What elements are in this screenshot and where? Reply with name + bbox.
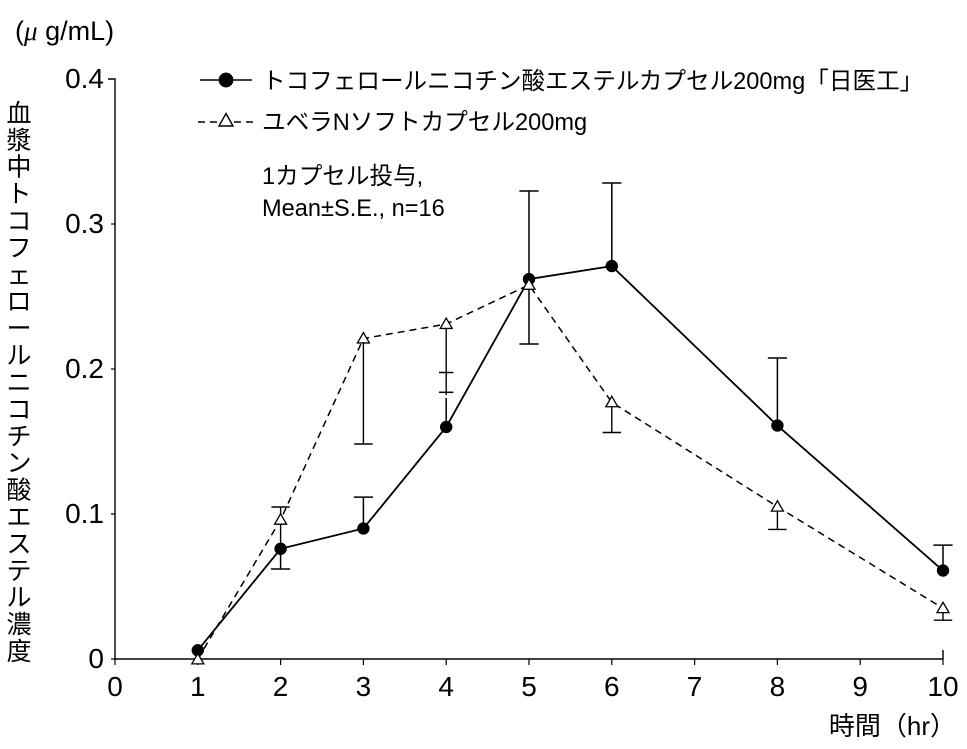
svg-text:ト: ト (6, 181, 31, 209)
svg-text:(μ g/mL): (μ g/mL) (15, 16, 114, 46)
svg-text:Mean±S.E., n=16: Mean±S.E., n=16 (262, 196, 445, 222)
svg-text:血: 血 (6, 100, 31, 128)
svg-text:ニ: ニ (6, 369, 31, 397)
svg-text:ー: ー (6, 315, 31, 343)
svg-text:0.2: 0.2 (65, 353, 104, 384)
svg-text:4: 4 (438, 671, 454, 702)
svg-text:0.1: 0.1 (65, 498, 104, 529)
svg-text:ロ: ロ (6, 288, 31, 316)
svg-text:酸: 酸 (6, 477, 31, 505)
svg-text:8: 8 (770, 671, 786, 702)
svg-text:フ: フ (6, 234, 31, 262)
svg-text:ス: ス (6, 530, 31, 558)
svg-text:2: 2 (273, 671, 289, 702)
svg-text:漿: 漿 (6, 127, 31, 155)
svg-text:0.3: 0.3 (65, 208, 104, 239)
svg-text:1: 1 (190, 671, 206, 702)
svg-text:ユベラNソフトカプセル200mg: ユベラNソフトカプセル200mg (262, 109, 587, 136)
svg-text:6: 6 (604, 671, 620, 702)
svg-text:0: 0 (88, 643, 104, 674)
svg-text:時間（hr）: 時間（hr） (829, 711, 956, 741)
svg-text:コ: コ (6, 396, 31, 424)
svg-text:9: 9 (852, 671, 868, 702)
svg-text:濃: 濃 (6, 611, 31, 639)
svg-text:中: 中 (6, 154, 31, 182)
svg-text:10: 10 (927, 671, 958, 702)
svg-text:0: 0 (107, 671, 123, 702)
svg-text:ェ: ェ (6, 261, 31, 289)
svg-text:コ: コ (6, 208, 31, 236)
svg-text:1カプセル投与,: 1カプセル投与, (262, 163, 423, 190)
svg-text:5: 5 (521, 671, 537, 702)
svg-text:チ: チ (6, 423, 31, 451)
svg-text:度: 度 (6, 638, 31, 666)
svg-text:7: 7 (687, 671, 703, 702)
svg-text:エ: エ (6, 503, 31, 531)
svg-text:テ: テ (6, 557, 31, 585)
svg-text:ル: ル (6, 342, 31, 370)
svg-text:ル: ル (6, 584, 31, 612)
svg-text:トコフェロールニコチン酸エステルカプセル200mg「日医工」: トコフェロールニコチン酸エステルカプセル200mg「日医工」 (262, 68, 923, 95)
svg-text:3: 3 (356, 671, 372, 702)
svg-text:ン: ン (6, 450, 31, 478)
svg-text:0.4: 0.4 (65, 63, 104, 94)
